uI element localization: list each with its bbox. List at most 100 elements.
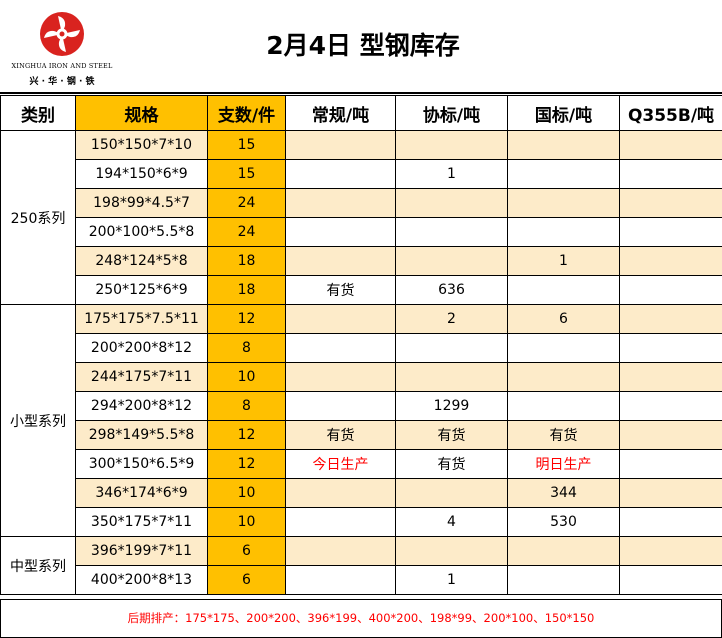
company-name-cn: 兴 · 华 · 钢 · 铁 <box>29 77 95 87</box>
company-logo: XINGHUA IRON AND STEEL 兴 · 华 · 钢 · 铁 <box>6 6 118 88</box>
table-row: 194*150*6*9 15 1 <box>1 159 722 189</box>
col-header-spec: 规格 <box>75 95 208 131</box>
regular-stock-cell <box>285 130 396 160</box>
category-cell: 中型系列 <box>0 536 76 595</box>
q355b-stock-cell <box>619 362 722 392</box>
regular-stock-cell <box>285 159 396 189</box>
assoc-stock-cell <box>395 217 508 247</box>
assoc-stock-cell <box>395 188 508 218</box>
assoc-stock-cell: 4 <box>395 507 508 537</box>
national-stock-cell: 1 <box>507 246 620 276</box>
national-stock-cell <box>507 275 620 305</box>
qty-cell: 10 <box>207 507 286 537</box>
assoc-stock-cell: 2 <box>395 304 508 334</box>
spec-cell: 200*200*8*12 <box>75 333 208 363</box>
spec-cell: 300*150*6.5*9 <box>75 449 208 479</box>
spec-cell: 250*125*6*9 <box>75 275 208 305</box>
spec-cell: 294*200*8*12 <box>75 391 208 421</box>
q355b-stock-cell <box>619 565 722 595</box>
table-header-row: 类别 规格 支数/件 常规/吨 协标/吨 国标/吨 Q355B/吨 <box>0 95 722 131</box>
col-header-q355b: Q355B/吨 <box>619 95 722 131</box>
national-stock-cell <box>507 188 620 218</box>
spec-cell: 298*149*5.5*8 <box>75 420 208 450</box>
xinghua-emblem-icon <box>40 12 84 56</box>
spec-cell: 194*150*6*9 <box>75 159 208 189</box>
spec-cell: 248*124*5*8 <box>75 246 208 276</box>
q355b-stock-cell <box>619 275 722 305</box>
national-stock-cell <box>507 391 620 421</box>
national-stock-cell <box>507 565 620 595</box>
spec-cell: 175*175*7.5*11 <box>75 304 208 334</box>
qty-cell: 15 <box>207 159 286 189</box>
regular-stock-cell <box>285 391 396 421</box>
category-cell: 小型系列 <box>0 304 76 537</box>
regular-stock-cell <box>285 217 396 247</box>
national-stock-cell <box>507 217 620 247</box>
q355b-stock-cell <box>619 420 722 450</box>
q355b-stock-cell <box>619 536 722 566</box>
qty-cell: 12 <box>207 449 286 479</box>
table-row: 294*200*8*12 8 1299 <box>1 391 722 421</box>
table-row: 244*175*7*11 10 <box>1 362 722 392</box>
table-row: 小型系列 175*175*7.5*11 12 2 6 <box>0 304 722 537</box>
qty-cell: 8 <box>207 391 286 421</box>
assoc-stock-cell <box>395 478 508 508</box>
q355b-stock-cell <box>619 333 722 363</box>
assoc-stock-cell: 636 <box>395 275 508 305</box>
qty-cell: 6 <box>207 565 286 595</box>
national-stock-cell: 6 <box>507 304 620 334</box>
qty-cell: 6 <box>207 536 286 566</box>
q355b-stock-cell <box>619 449 722 479</box>
assoc-stock-cell <box>395 246 508 276</box>
regular-stock-cell <box>285 536 396 566</box>
regular-stock-cell: 今日生产 <box>285 449 396 479</box>
spec-cell: 400*200*8*13 <box>75 565 208 595</box>
regular-stock-cell <box>285 362 396 392</box>
national-stock-cell: 有货 <box>507 420 620 450</box>
q355b-stock-cell <box>619 130 722 160</box>
regular-stock-cell: 有货 <box>285 275 396 305</box>
qty-cell: 24 <box>207 217 286 247</box>
table-row: 198*99*4.5*7 24 <box>1 188 722 218</box>
regular-stock-cell <box>285 565 396 595</box>
qty-cell: 24 <box>207 188 286 218</box>
qty-cell: 18 <box>207 246 286 276</box>
table-row: 298*149*5.5*8 12 有货 有货 有货 <box>1 420 722 450</box>
col-header-national: 国标/吨 <box>507 95 620 131</box>
regular-stock-cell <box>285 478 396 508</box>
qty-cell: 10 <box>207 362 286 392</box>
spec-cell: 346*174*6*9 <box>75 478 208 508</box>
spec-cell: 198*99*4.5*7 <box>75 188 208 218</box>
assoc-stock-cell: 有货 <box>395 449 508 479</box>
q355b-stock-cell <box>619 304 722 334</box>
regular-stock-cell <box>285 188 396 218</box>
assoc-stock-cell: 1299 <box>395 391 508 421</box>
qty-cell: 10 <box>207 478 286 508</box>
inventory-table: 类别 规格 支数/件 常规/吨 协标/吨 国标/吨 Q355B/吨 250系列 1… <box>0 95 722 595</box>
q355b-stock-cell <box>619 188 722 218</box>
production-schedule-note: 后期排产：175*175、200*200、396*199、400*200、198… <box>0 599 722 638</box>
assoc-stock-cell <box>395 130 508 160</box>
qty-cell: 18 <box>207 275 286 305</box>
q355b-stock-cell <box>619 391 722 421</box>
table-row: 200*100*5.5*8 24 <box>1 217 722 247</box>
assoc-stock-cell <box>395 536 508 566</box>
regular-stock-cell: 有货 <box>285 420 396 450</box>
q355b-stock-cell <box>619 507 722 537</box>
national-stock-cell: 明日生产 <box>507 449 620 479</box>
col-header-assoc: 协标/吨 <box>395 95 508 131</box>
national-stock-cell <box>507 333 620 363</box>
col-header-category: 类别 <box>0 95 76 131</box>
category-cell: 250系列 <box>0 130 76 305</box>
qty-cell: 8 <box>207 333 286 363</box>
table-body: 250系列 150*150*7*10 15 194*150*6*9 15 1 198*99*… <box>0 130 722 595</box>
table-row: 中型系列 396*199*7*11 6 <box>0 536 722 595</box>
table-row: 248*124*5*8 18 1 <box>1 246 722 276</box>
sheet-header: XINGHUA IRON AND STEEL 兴 · 华 · 钢 · 铁 2月4… <box>0 0 722 94</box>
spec-cell: 244*175*7*11 <box>75 362 208 392</box>
national-stock-cell <box>507 130 620 160</box>
national-stock-cell: 530 <box>507 507 620 537</box>
regular-stock-cell <box>285 246 396 276</box>
table-row: 250*125*6*9 18 有货 636 <box>1 275 722 305</box>
spec-cell: 350*175*7*11 <box>75 507 208 537</box>
